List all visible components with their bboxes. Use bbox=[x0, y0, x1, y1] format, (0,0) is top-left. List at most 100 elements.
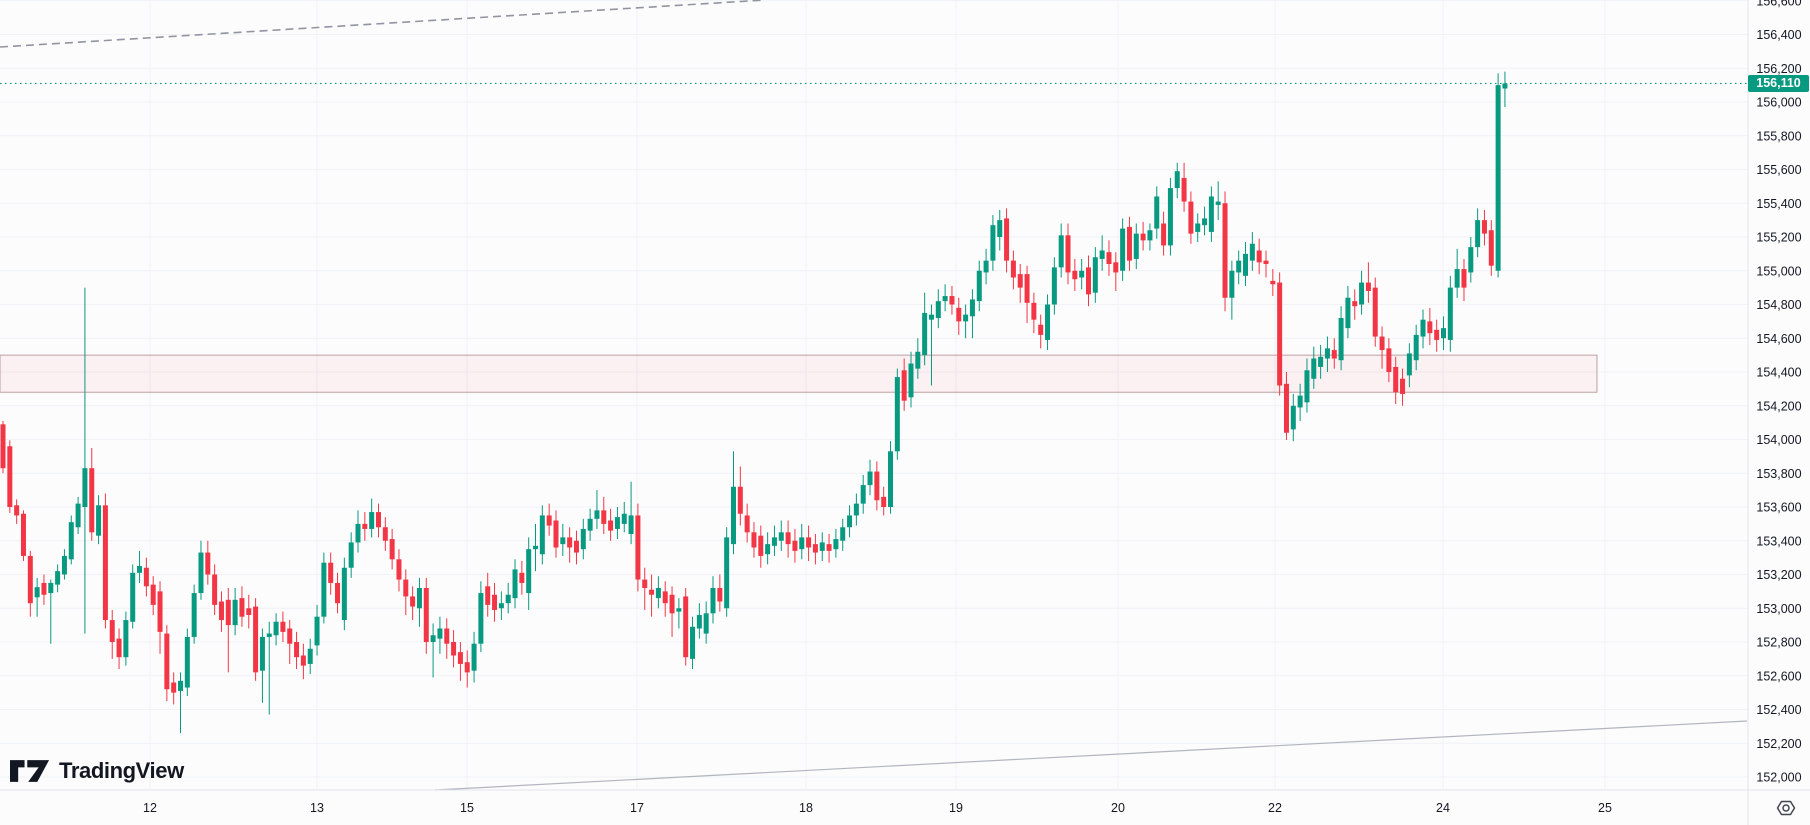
candle bbox=[669, 586, 675, 637]
candle bbox=[1004, 208, 1010, 273]
candle-body bbox=[505, 594, 511, 604]
candle-body bbox=[1045, 304, 1051, 340]
dashed-trendline[interactable] bbox=[0, 0, 766, 48]
solid-trendline[interactable] bbox=[434, 720, 1748, 791]
candle-body bbox=[669, 594, 675, 614]
candle bbox=[751, 522, 757, 558]
candle-body bbox=[314, 616, 320, 646]
candle bbox=[341, 557, 347, 631]
candle-body bbox=[1085, 267, 1091, 295]
candle bbox=[1072, 258, 1078, 291]
candle bbox=[690, 616, 696, 669]
price-tick-label: 152,400 bbox=[1756, 703, 1801, 717]
candle-body bbox=[362, 523, 368, 529]
candle bbox=[573, 530, 579, 565]
candle bbox=[1440, 316, 1446, 351]
candle-body bbox=[1161, 223, 1167, 246]
candle-body bbox=[1475, 220, 1481, 248]
candle-body bbox=[1406, 353, 1412, 376]
candle bbox=[874, 461, 880, 511]
candle-body bbox=[969, 299, 975, 317]
candle bbox=[218, 591, 224, 632]
candle-body bbox=[457, 652, 463, 664]
candle bbox=[1174, 162, 1180, 199]
candle bbox=[1359, 270, 1365, 315]
candle bbox=[867, 459, 873, 496]
candle-body bbox=[983, 260, 989, 273]
candle-body bbox=[444, 628, 450, 644]
candle-body bbox=[1454, 269, 1460, 288]
candle-body bbox=[1031, 302, 1037, 320]
gear-icon[interactable] bbox=[1775, 797, 1797, 819]
candle bbox=[806, 525, 812, 561]
candle-body bbox=[976, 270, 982, 302]
candle-body bbox=[1038, 324, 1044, 335]
candle-body bbox=[328, 562, 334, 583]
candle-body bbox=[628, 515, 634, 534]
candle-body bbox=[956, 307, 962, 322]
candle-body bbox=[608, 520, 614, 531]
candle bbox=[328, 552, 334, 595]
candle-body bbox=[485, 586, 491, 605]
candle-body bbox=[1365, 282, 1371, 291]
candle bbox=[7, 440, 13, 513]
candle bbox=[1038, 314, 1044, 349]
candle bbox=[990, 215, 996, 271]
candle bbox=[253, 598, 259, 681]
candle-body bbox=[48, 582, 54, 594]
candle bbox=[922, 292, 928, 366]
candle bbox=[1058, 223, 1064, 278]
candle bbox=[1167, 177, 1173, 256]
candle-body bbox=[1079, 270, 1085, 278]
candle-body bbox=[922, 312, 928, 356]
candle bbox=[1454, 248, 1460, 298]
candle-body bbox=[273, 621, 279, 636]
candle-body bbox=[7, 446, 13, 507]
candle-body bbox=[253, 606, 259, 673]
candle-body bbox=[785, 532, 791, 545]
tradingview-logo[interactable]: TradingView bbox=[10, 758, 184, 784]
candle bbox=[1222, 191, 1228, 312]
candle bbox=[1017, 264, 1023, 303]
candle-body bbox=[901, 370, 907, 401]
candle-body bbox=[184, 636, 190, 688]
candle-body bbox=[888, 451, 894, 507]
candle-body bbox=[676, 608, 682, 612]
candle-body bbox=[1133, 233, 1139, 259]
candle bbox=[1277, 272, 1283, 396]
candle bbox=[1154, 186, 1160, 239]
candle-body bbox=[143, 567, 149, 587]
price-axis[interactable]: 152,000 152,200 152,400 152,600 152,800 153,0… bbox=[1756, 0, 1801, 785]
candle bbox=[403, 569, 409, 615]
candle-body bbox=[55, 571, 61, 585]
candle bbox=[853, 493, 859, 526]
candle-body bbox=[403, 579, 409, 597]
candle bbox=[1120, 218, 1126, 281]
candle-body bbox=[157, 591, 163, 632]
price-tick-label: 156,400 bbox=[1756, 28, 1801, 42]
candle-body bbox=[1222, 203, 1228, 298]
candle-body bbox=[1126, 226, 1132, 261]
candle-body bbox=[423, 588, 429, 642]
candle bbox=[321, 552, 327, 624]
candle bbox=[335, 572, 341, 614]
price-tick-label: 156,600 bbox=[1756, 0, 1801, 8]
time-axis[interactable]: 12 13 15 17 18 19 20 22 24 25 bbox=[143, 801, 1612, 815]
candle-body bbox=[1379, 336, 1385, 351]
candle bbox=[471, 631, 477, 683]
candle bbox=[1365, 262, 1371, 303]
candle-body bbox=[198, 552, 204, 594]
candle-body bbox=[1072, 270, 1078, 280]
candle-body bbox=[1004, 218, 1010, 261]
candle-body bbox=[587, 518, 593, 531]
supply-zone[interactable] bbox=[0, 354, 1598, 393]
candle-body bbox=[1188, 201, 1194, 234]
candle bbox=[41, 574, 47, 605]
candle-body bbox=[1065, 235, 1071, 273]
candle-body bbox=[751, 532, 757, 548]
candle bbox=[580, 518, 586, 560]
candle-body bbox=[68, 522, 74, 560]
candle bbox=[812, 534, 818, 565]
